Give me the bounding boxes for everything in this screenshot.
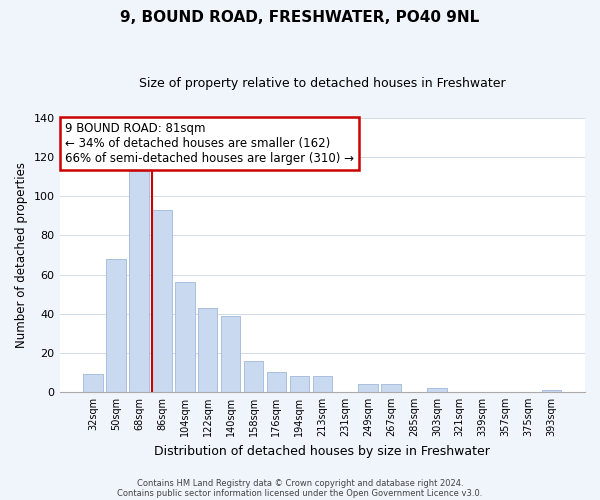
Bar (198, 308, 217, 392)
Text: 9 BOUND ROAD: 81sqm
← 34% of detached houses are smaller (162)
66% of semi-detac: 9 BOUND ROAD: 81sqm ← 34% of detached ho… (65, 122, 354, 165)
Bar (290, 376, 309, 392)
Bar (267, 372, 286, 392)
Bar (129, 171, 149, 392)
Bar (381, 384, 401, 392)
Bar (542, 390, 561, 392)
Bar (83, 374, 103, 392)
Text: Contains public sector information licensed under the Open Government Licence v3: Contains public sector information licen… (118, 488, 482, 498)
Bar (152, 210, 172, 392)
Title: Size of property relative to detached houses in Freshwater: Size of property relative to detached ho… (139, 78, 506, 90)
Bar (175, 282, 194, 392)
Bar (358, 384, 378, 392)
Bar (244, 360, 263, 392)
Text: 9, BOUND ROAD, FRESHWATER, PO40 9NL: 9, BOUND ROAD, FRESHWATER, PO40 9NL (121, 10, 479, 25)
Bar (221, 316, 241, 392)
Bar (313, 376, 332, 392)
Y-axis label: Number of detached properties: Number of detached properties (15, 162, 28, 348)
X-axis label: Distribution of detached houses by size in Freshwater: Distribution of detached houses by size … (154, 444, 490, 458)
Bar (106, 259, 126, 392)
Text: Contains HM Land Registry data © Crown copyright and database right 2024.: Contains HM Land Registry data © Crown c… (137, 478, 463, 488)
Bar (427, 388, 446, 392)
